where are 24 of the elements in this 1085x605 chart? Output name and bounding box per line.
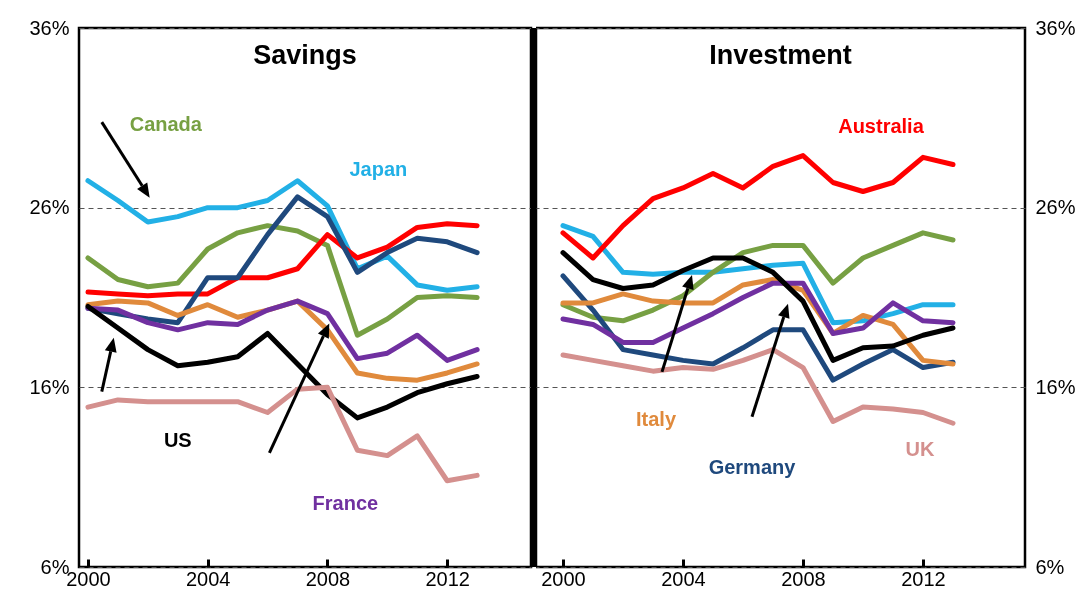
x-tick-label: 2008 bbox=[781, 567, 826, 590]
x-tick-label: 2012 bbox=[901, 567, 946, 590]
text: US bbox=[163, 429, 192, 452]
y-tick-label: 16% bbox=[29, 375, 70, 398]
chart-title: Savings bbox=[253, 40, 357, 70]
y-tick-label: 26% bbox=[29, 196, 70, 219]
x-tick-label: 2012 bbox=[425, 567, 470, 590]
y2-tick-label: 36% bbox=[1035, 16, 1076, 39]
text: Italy bbox=[635, 407, 677, 430]
text: France bbox=[312, 492, 379, 515]
x-tick-label: 2004 bbox=[185, 567, 231, 590]
y2-tick-label: 6% bbox=[1035, 555, 1065, 578]
series-label: Japan bbox=[349, 157, 408, 180]
x-tick-label: 2008 bbox=[305, 567, 351, 590]
chart-title: Investment bbox=[709, 40, 852, 70]
text: Germany bbox=[708, 456, 797, 479]
y2-tick-label: 26% bbox=[1035, 196, 1076, 219]
x-tick-label: 2004 bbox=[661, 567, 706, 590]
series-label: UK bbox=[905, 438, 935, 461]
series-label: Australia bbox=[838, 114, 925, 137]
text: Canada bbox=[129, 113, 203, 136]
y2-tick-label: 16% bbox=[1035, 375, 1076, 398]
x-tick-label: 2000 bbox=[541, 567, 586, 590]
y-tick-label: 36% bbox=[29, 16, 70, 39]
